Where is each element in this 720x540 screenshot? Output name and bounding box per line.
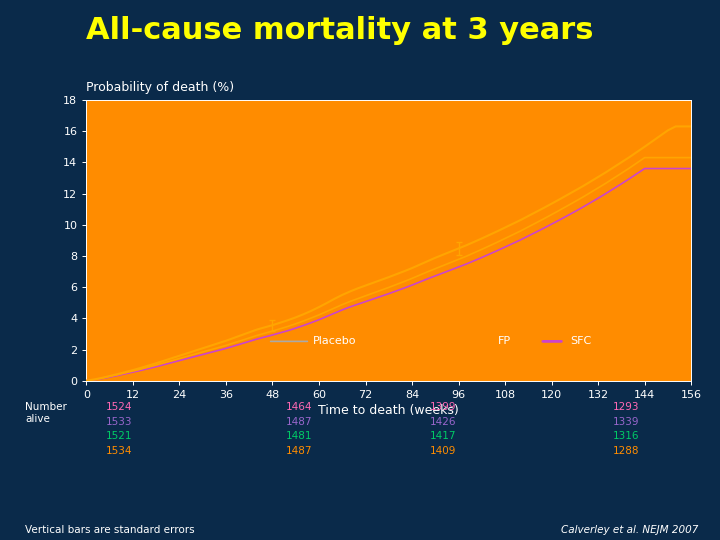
Text: 1487: 1487	[286, 417, 312, 427]
Text: 1534: 1534	[106, 446, 132, 456]
Text: 1409: 1409	[430, 446, 456, 456]
Text: 1293: 1293	[613, 402, 639, 413]
Text: 1464: 1464	[286, 402, 312, 413]
Text: 1533: 1533	[106, 417, 132, 427]
Text: 1487: 1487	[286, 446, 312, 456]
Text: 1288: 1288	[613, 446, 639, 456]
Text: 1521: 1521	[106, 431, 132, 442]
Text: 1426: 1426	[430, 417, 456, 427]
Text: All-cause mortality at 3 years: All-cause mortality at 3 years	[86, 16, 594, 45]
Text: SFC: SFC	[570, 336, 592, 346]
Text: 1524: 1524	[106, 402, 132, 413]
Text: alive: alive	[25, 414, 50, 424]
Text: FP: FP	[498, 336, 510, 346]
Text: 1481: 1481	[286, 431, 312, 442]
Text: 1399: 1399	[430, 402, 456, 413]
Text: Placebo: Placebo	[313, 336, 356, 346]
X-axis label: Time to death (weeks): Time to death (weeks)	[318, 404, 459, 417]
Text: 1316: 1316	[613, 431, 639, 442]
Text: 1339: 1339	[613, 417, 639, 427]
Text: Calverley et al. NEJM 2007: Calverley et al. NEJM 2007	[561, 524, 698, 535]
Text: Vertical bars are standard errors: Vertical bars are standard errors	[25, 524, 195, 535]
Text: Number: Number	[25, 402, 67, 413]
Text: 1417: 1417	[430, 431, 456, 442]
Text: Probability of death (%): Probability of death (%)	[86, 82, 235, 94]
